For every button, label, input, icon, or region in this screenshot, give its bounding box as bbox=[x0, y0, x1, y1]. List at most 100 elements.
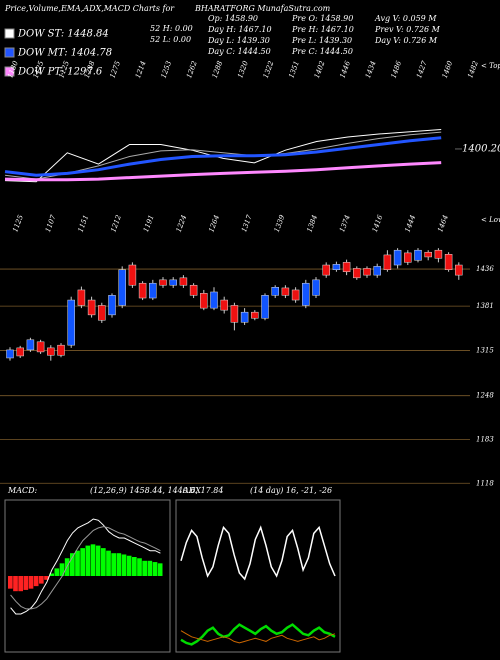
info-text: Day L: 1439.30 bbox=[207, 36, 270, 45]
candle-body bbox=[434, 249, 443, 259]
candle-body bbox=[47, 347, 55, 356]
legend-label: DOW MT: 1404.78 bbox=[17, 48, 112, 59]
y-tick-label: 1315 bbox=[476, 347, 494, 355]
histogram-bar bbox=[106, 550, 111, 576]
marker-value: 1482 bbox=[466, 59, 480, 79]
panel-subtitle: (14 day) 16, -21, -26 bbox=[250, 486, 332, 495]
histogram-bar bbox=[28, 576, 34, 589]
candle-body bbox=[179, 277, 188, 286]
marker-value: 1317 bbox=[240, 213, 254, 233]
marker-value: 1402 bbox=[313, 59, 327, 79]
candle-body bbox=[322, 264, 330, 276]
info-text: Pre O: 1458.90 bbox=[291, 14, 353, 23]
histogram-bar bbox=[44, 576, 49, 580]
candle-body bbox=[98, 305, 106, 321]
candle-body bbox=[57, 344, 65, 356]
info-text: Op: 1458.90 bbox=[208, 14, 258, 23]
marker-value: 1464 bbox=[436, 214, 450, 233]
marker-value: 1427 bbox=[415, 59, 429, 79]
marker-value: 1322 bbox=[262, 59, 276, 79]
legend-swatch bbox=[4, 28, 15, 39]
candle-body bbox=[159, 279, 167, 286]
candle-body bbox=[455, 264, 463, 276]
candle-body bbox=[291, 289, 300, 301]
macd-line bbox=[10, 526, 161, 610]
info-text: 52 H: 0.00 bbox=[150, 24, 193, 33]
histogram-bar bbox=[70, 553, 75, 576]
candle-body bbox=[108, 295, 116, 316]
marker-value: 1374 bbox=[338, 214, 352, 233]
ema-line bbox=[4, 136, 442, 177]
marker-caption: < Tops bbox=[481, 62, 500, 70]
marker-value: 1339 bbox=[273, 213, 287, 233]
y-tick-label: 1118 bbox=[476, 479, 494, 487]
panel-frame bbox=[175, 499, 341, 653]
histogram-bar bbox=[59, 563, 65, 576]
candle-body bbox=[302, 282, 310, 306]
candle-body bbox=[220, 299, 228, 311]
candle-body bbox=[200, 293, 208, 309]
candle-body bbox=[128, 264, 137, 286]
info-text: Pre C: 1444.50 bbox=[291, 47, 353, 56]
y-tick-label: 1436 bbox=[476, 265, 494, 273]
marker-value: 1191 bbox=[142, 214, 156, 233]
marker-value: 1107 bbox=[44, 213, 58, 233]
candle-body bbox=[118, 269, 126, 306]
candle-body bbox=[6, 349, 14, 359]
adx-line bbox=[180, 525, 336, 581]
marker-value: 1262 bbox=[185, 59, 199, 79]
candle-body bbox=[149, 282, 157, 299]
y-tick-label: 1400.20 bbox=[462, 143, 500, 154]
marker-value: 1125 bbox=[11, 213, 25, 233]
marker-value: 1446 bbox=[338, 59, 352, 79]
histogram-bar bbox=[152, 562, 158, 576]
histogram-bar bbox=[95, 545, 101, 576]
candle-body bbox=[189, 284, 198, 296]
marker-caption: < Lows bbox=[481, 216, 500, 224]
marker-value: 1264 bbox=[207, 214, 221, 233]
marker-value: 1434 bbox=[364, 60, 378, 79]
candle-body bbox=[16, 347, 24, 357]
info-text: Prev V: 0.726 M bbox=[374, 25, 441, 34]
candle-body bbox=[424, 251, 432, 258]
marker-value: 1351 bbox=[287, 60, 301, 79]
histogram-bar bbox=[101, 548, 106, 576]
candle-body bbox=[383, 254, 392, 270]
candle-body bbox=[373, 266, 381, 276]
marker-value: 1444 bbox=[404, 214, 418, 233]
page-title: Price,Volume,EMA,ADX,MACD Charts for bbox=[4, 4, 175, 13]
candle-body bbox=[404, 252, 412, 263]
candle-body bbox=[138, 282, 147, 299]
histogram-bar bbox=[18, 576, 23, 592]
candle-body bbox=[393, 249, 402, 266]
ema-line bbox=[4, 161, 442, 182]
histogram-bar bbox=[111, 553, 116, 576]
info-text: Day H: 1467.10 bbox=[207, 25, 272, 34]
candle-body bbox=[261, 295, 269, 319]
adx-line bbox=[180, 630, 336, 644]
candle-body bbox=[77, 289, 86, 306]
legend-label: DOW ST: 1448.84 bbox=[17, 29, 109, 40]
marker-value: 1151 bbox=[77, 214, 91, 233]
marker-value: 1486 bbox=[390, 59, 404, 79]
candle-body bbox=[353, 268, 361, 279]
panel-subtitle: (12,26,9) 1458.44, 1440.6, 17.84 bbox=[90, 486, 223, 495]
candle-body bbox=[444, 253, 453, 270]
site-name: BHARATFORG MunafaSutra.com bbox=[194, 4, 331, 13]
histogram-bar bbox=[80, 548, 85, 576]
candle-body bbox=[87, 299, 96, 316]
marker-value: 1320 bbox=[236, 59, 250, 79]
panel-title: ADX bbox=[182, 486, 201, 495]
marker-value: 1460 bbox=[441, 59, 455, 79]
macd-line bbox=[10, 518, 161, 615]
candle-body bbox=[342, 262, 351, 273]
candle-body bbox=[169, 279, 177, 286]
histogram-bar bbox=[116, 553, 122, 576]
histogram-bar bbox=[75, 550, 80, 576]
histogram-bar bbox=[126, 555, 132, 576]
panel-title: MACD: bbox=[7, 486, 38, 495]
info-text: Day C: 1444.50 bbox=[207, 47, 271, 56]
histogram-bar bbox=[137, 558, 142, 576]
